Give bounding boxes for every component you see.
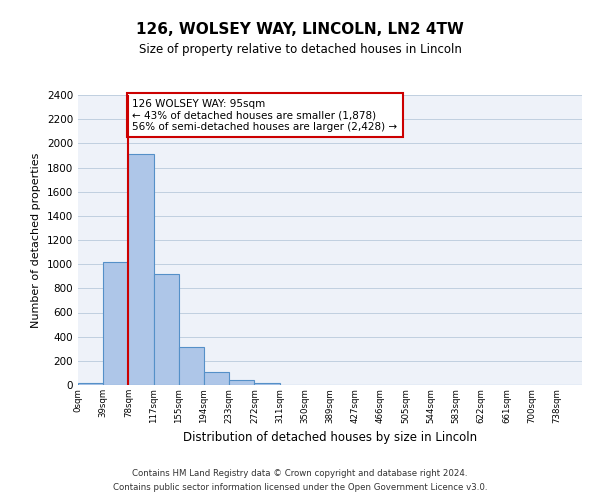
- X-axis label: Distribution of detached houses by size in Lincoln: Distribution of detached houses by size …: [183, 431, 477, 444]
- Bar: [179, 347, 204, 385]
- Text: 126, WOLSEY WAY, LINCOLN, LN2 4TW: 126, WOLSEY WAY, LINCOLN, LN2 4TW: [136, 22, 464, 38]
- Text: 126 WOLSEY WAY: 95sqm
← 43% of detached houses are smaller (1,878)
56% of semi-d: 126 WOLSEY WAY: 95sqm ← 43% of detached …: [132, 98, 397, 132]
- Bar: [229, 380, 254, 385]
- Bar: [254, 382, 280, 385]
- Bar: [154, 274, 179, 385]
- Text: Contains HM Land Registry data © Crown copyright and database right 2024.: Contains HM Land Registry data © Crown c…: [132, 468, 468, 477]
- Text: Size of property relative to detached houses in Lincoln: Size of property relative to detached ho…: [139, 42, 461, 56]
- Y-axis label: Number of detached properties: Number of detached properties: [31, 152, 41, 328]
- Bar: [204, 372, 229, 385]
- Bar: [78, 382, 103, 385]
- Text: Contains public sector information licensed under the Open Government Licence v3: Contains public sector information licen…: [113, 484, 487, 492]
- Bar: [128, 154, 154, 385]
- Bar: [103, 262, 128, 385]
